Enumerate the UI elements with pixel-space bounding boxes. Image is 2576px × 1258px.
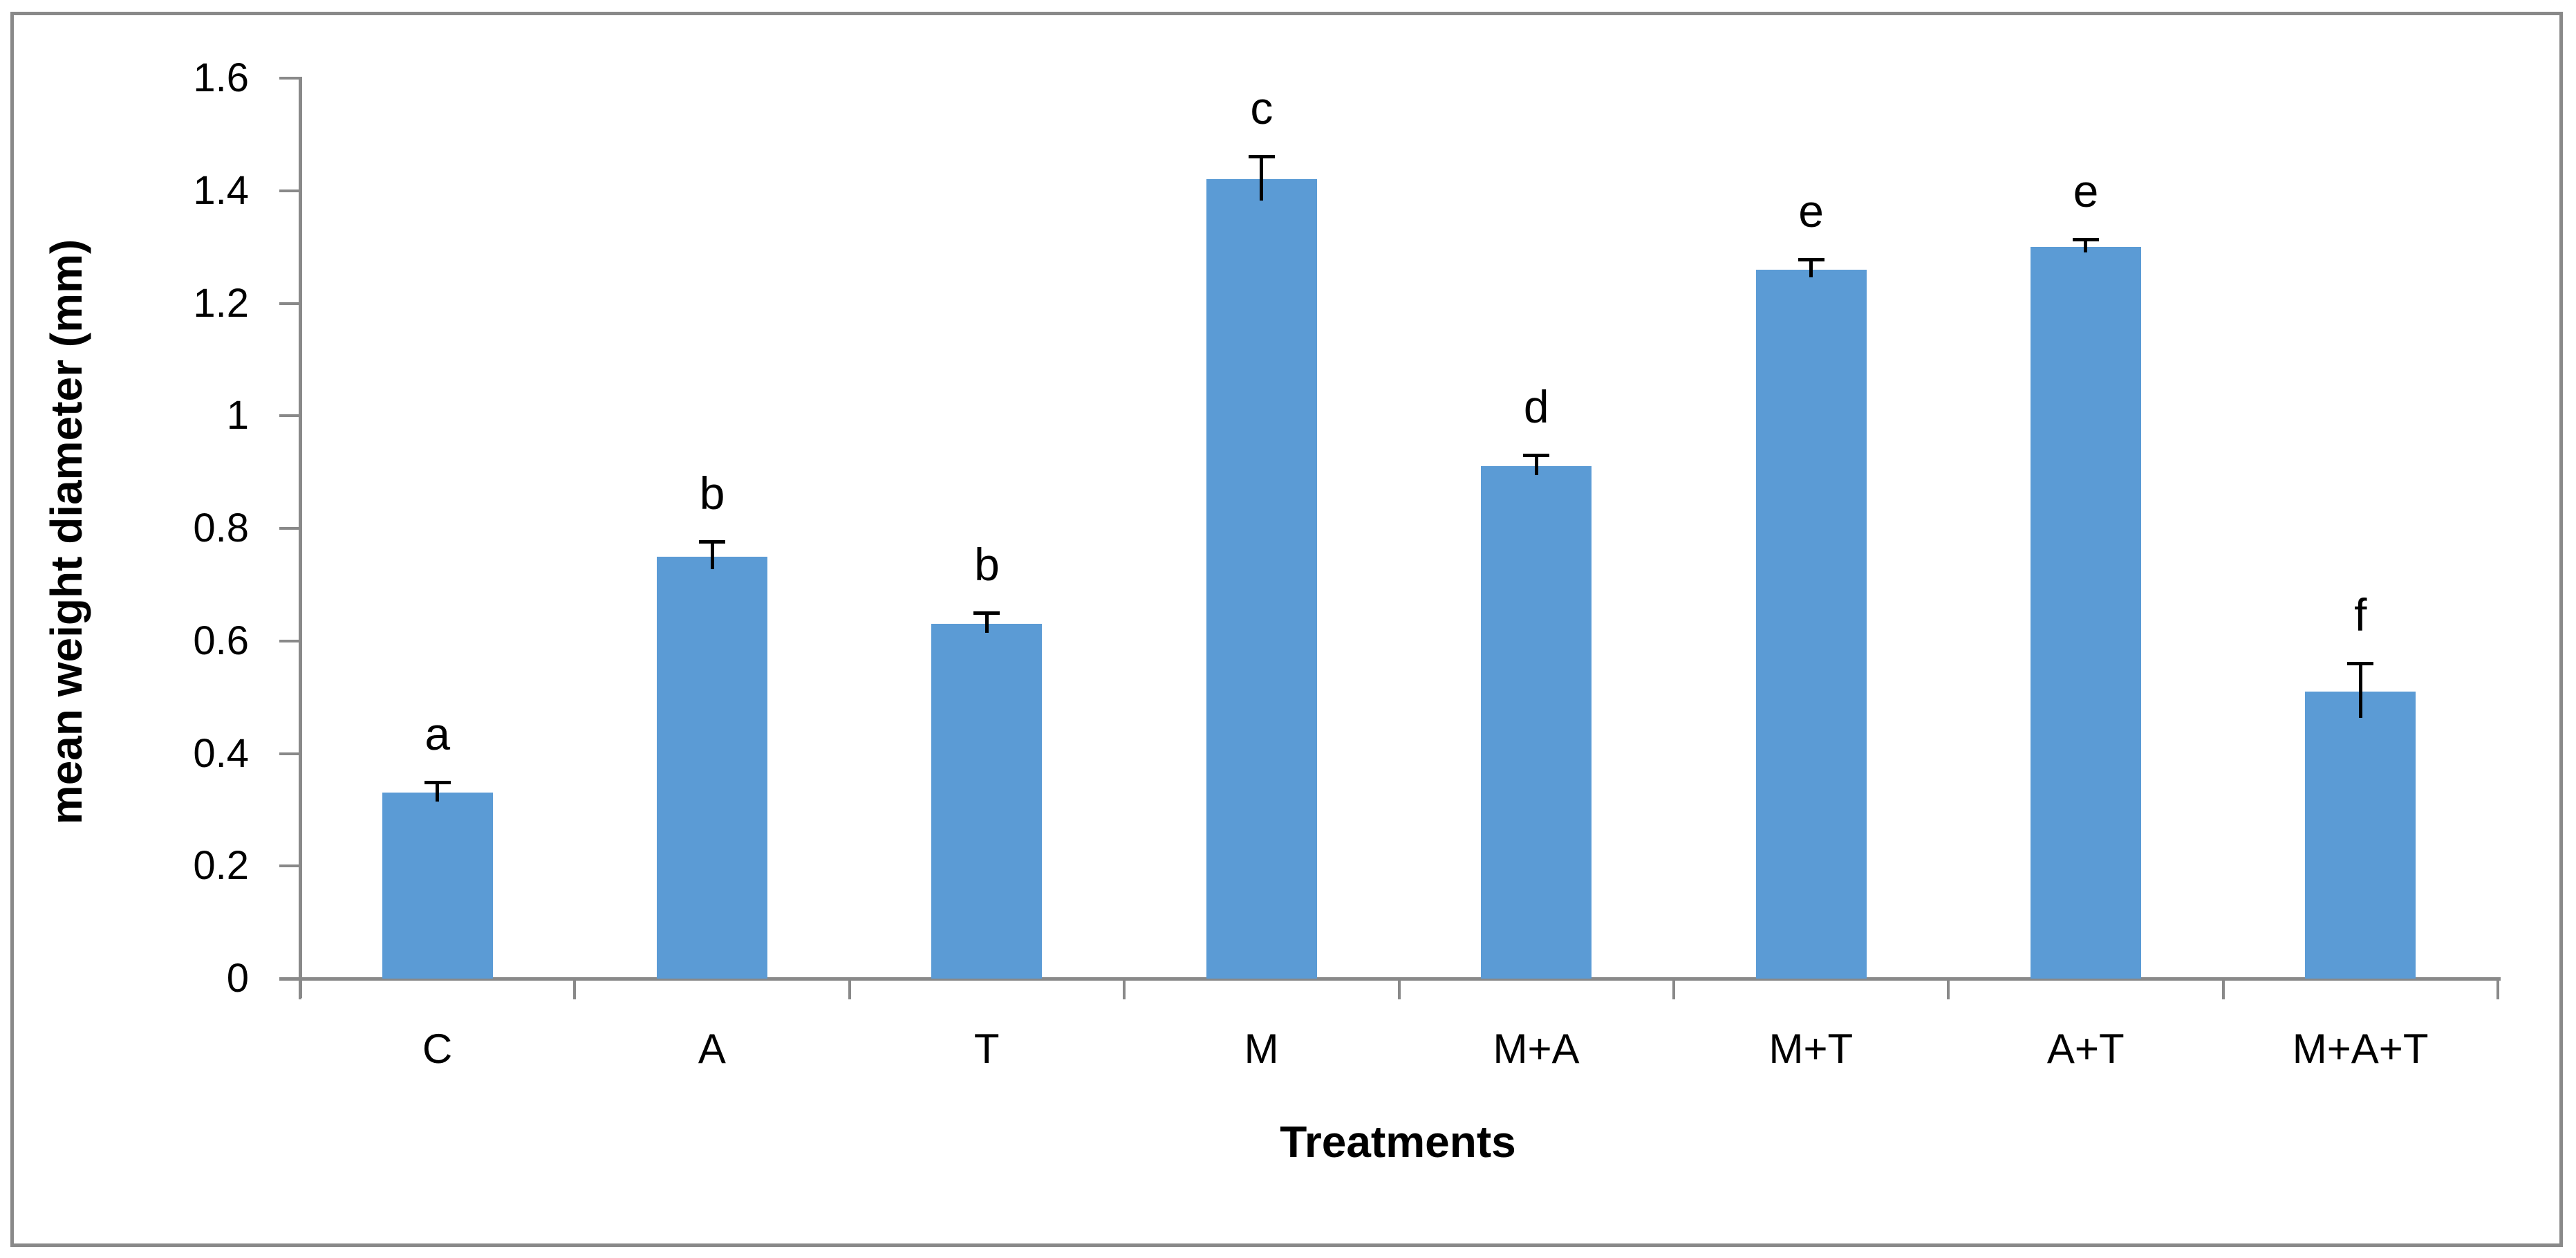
y-tick-label: 1 xyxy=(226,393,249,438)
sig-letter: e xyxy=(2073,165,2099,216)
x-tick xyxy=(848,979,851,999)
x-category-label: A xyxy=(698,1026,726,1072)
y-tick xyxy=(279,639,300,642)
error-bar-cap xyxy=(1248,154,1275,158)
bar xyxy=(382,793,493,979)
y-tick xyxy=(279,189,300,192)
error-bar xyxy=(2084,241,2088,253)
sig-letter: b xyxy=(699,467,725,519)
error-bar-cap xyxy=(1523,454,1550,458)
y-tick xyxy=(279,527,300,530)
x-tick xyxy=(1672,979,1675,999)
y-tick xyxy=(279,302,300,305)
y-tick-label: 0.6 xyxy=(193,618,249,663)
y-axis-line xyxy=(299,77,302,998)
bar xyxy=(1755,269,1867,979)
bar xyxy=(657,556,768,979)
y-tick xyxy=(279,77,300,80)
y-tick xyxy=(279,752,300,755)
error-bar-cap xyxy=(1798,258,1824,262)
x-category-label: M+T xyxy=(1768,1026,1854,1072)
y-tick-label: 1.6 xyxy=(193,55,249,100)
x-tick xyxy=(2221,979,2225,999)
chart-border xyxy=(10,12,2563,1247)
y-tick-label: 0.2 xyxy=(193,843,249,889)
error-bar xyxy=(1260,158,1264,201)
error-bar-cap xyxy=(424,781,451,785)
error-bar xyxy=(1534,457,1538,476)
x-category-label: T xyxy=(973,1026,1000,1072)
bar xyxy=(2305,691,2416,979)
x-category-label: M+A xyxy=(1493,1026,1580,1072)
x-category-label: C xyxy=(422,1026,453,1072)
sig-letter: f xyxy=(2354,589,2367,640)
x-tick xyxy=(299,979,301,999)
sig-letter: a xyxy=(424,708,451,760)
error-bar xyxy=(1809,261,1813,278)
x-tick xyxy=(1947,979,1950,999)
y-tick-label: 0.8 xyxy=(193,506,249,551)
x-tick xyxy=(2496,979,2499,999)
error-bar-cap xyxy=(2072,237,2099,241)
x-tick xyxy=(1123,979,1126,999)
y-tick xyxy=(279,977,300,980)
sig-letter: c xyxy=(1250,82,1273,133)
error-bar xyxy=(984,615,989,633)
y-tick-label: 1.4 xyxy=(193,167,249,213)
error-bar-cap xyxy=(2347,661,2374,665)
y-tick-label: 0.4 xyxy=(193,730,249,776)
y-tick xyxy=(279,414,300,418)
x-axis-title: Treatments xyxy=(1280,1117,1516,1167)
x-tick xyxy=(1397,979,1401,999)
error-bar xyxy=(710,543,714,570)
sig-letter: e xyxy=(1798,185,1824,237)
x-axis-line xyxy=(279,977,2501,981)
error-bar-cap xyxy=(973,611,1000,616)
bar xyxy=(1481,466,1592,979)
error-bar-cap xyxy=(699,539,726,544)
y-tick xyxy=(279,864,300,868)
x-category-label: M+A+T xyxy=(2292,1026,2429,1072)
x-category-label: M xyxy=(1244,1026,1279,1072)
sig-letter: d xyxy=(1523,381,1549,433)
bar xyxy=(931,624,1043,979)
bar xyxy=(1206,179,1317,979)
x-category-label: A+T xyxy=(2046,1026,2125,1072)
x-tick xyxy=(573,979,577,999)
y-tick-label: 0 xyxy=(226,956,249,1001)
error-bar xyxy=(2358,665,2362,719)
error-bar xyxy=(436,784,440,802)
bar xyxy=(2030,247,2141,979)
sig-letter: b xyxy=(974,539,1000,591)
y-tick-label: 1.2 xyxy=(193,280,249,326)
